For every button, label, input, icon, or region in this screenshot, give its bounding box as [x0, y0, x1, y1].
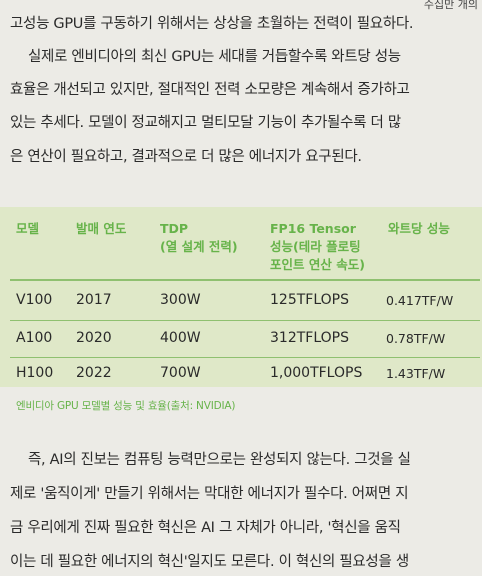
table-cell-tdp: 300W: [160, 292, 201, 308]
para2-line-2: 제로 '움직이게' 만들기 위해서는 막대한 에너지가 필수다. 어쩌면 지: [10, 486, 409, 502]
header-divider: [10, 279, 480, 281]
table-cell-fp16: 312TFLOPS: [270, 330, 349, 346]
table-cell-model: H100: [16, 365, 54, 381]
table-cell-tdp: 700W: [160, 365, 201, 381]
table-cell-fp16: 125TFLOPS: [270, 292, 349, 308]
para1-line-3: 효율은 개선되고 있지만, 절대적인 전력 소모량은 계속해서 증가하고: [10, 82, 410, 98]
table-cell-perf: 0.78TF/W: [386, 331, 446, 346]
top-fragment-text: 수십만 개의: [423, 0, 478, 11]
para2-line-3: 금 우리에게 진짜 필요한 혁신은 AI 그 자체가 아니라, '혁신을 움직: [10, 520, 401, 536]
table-cell-tdp: 400W: [160, 330, 201, 346]
table-caption: 엔비디아 GPU 모델별 성능 및 효율(출처: NVIDIA): [16, 400, 236, 412]
header-year: 발매 연도: [76, 221, 127, 236]
table-cell-fp16: 1,000TFLOPS: [270, 365, 363, 381]
table-cell-model: V100: [16, 292, 53, 308]
row-divider: [10, 320, 480, 321]
header-perf: 와트당 성능: [388, 221, 450, 236]
para1-line-4: 있는 추세다. 모델이 정교해지고 멀티모달 기능이 추가될수록 더 많: [10, 115, 401, 131]
header-fp16-line-2: 성능(테라 플로팅: [270, 239, 361, 254]
table-cell-perf: 1.43TF/W: [386, 366, 446, 381]
table-cell-year: 2017: [76, 292, 112, 308]
header-tdp-line-1: TDP: [160, 221, 189, 236]
table-cell-year: 2020: [76, 330, 112, 346]
header-fp16-line-1: FP16 Tensor: [270, 221, 356, 236]
row-divider: [10, 357, 480, 358]
header-model: 모델: [16, 221, 40, 236]
para1-line-5: 은 연산이 필요하고, 결과적으로 더 많은 에너지가 요구된다.: [10, 149, 362, 165]
para1-line-1: 고성능 GPU를 구동하기 위해서는 상상을 초월하는 전력이 필요하다.: [10, 16, 414, 32]
header-fp16-line-3: 포인트 연산 속도): [270, 257, 365, 272]
table-cell-model: A100: [16, 330, 53, 346]
header-tdp-line-2: (열 설계 전력): [160, 239, 238, 254]
para2-line-1: 즉, AI의 진보는 컴퓨팅 능력만으로는 완성되지 않는다. 그것을 실: [28, 452, 411, 468]
para2-line-4: 이는 데 필요한 에너지의 혁신'일지도 모른다. 이 혁신의 필요성을 생: [10, 554, 409, 570]
gpu-spec-table: 모델 발매 연도 TDP (열 설계 전력) FP16 Tensor 성능(테라…: [0, 207, 482, 387]
para1-line-2: 실제로 엔비디아의 최신 GPU는 세대를 거듭할수록 와트당 성능: [28, 49, 401, 65]
table-cell-year: 2022: [76, 365, 112, 381]
table-cell-perf: 0.417TF/W: [386, 293, 454, 308]
